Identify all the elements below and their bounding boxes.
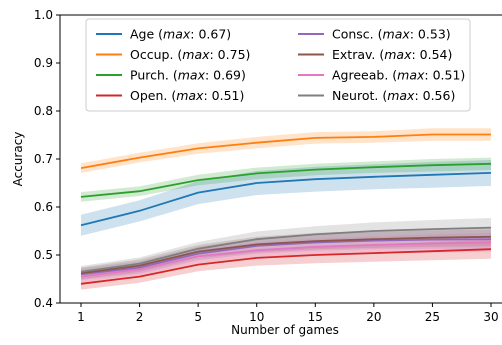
line-open — [80, 248, 492, 285]
legend-label-purch: Purch. (max: 0.69) — [130, 68, 246, 83]
y-tick-label: 0.4 — [34, 296, 53, 310]
band-occup — [81, 128, 491, 173]
y-axis-label: Accuracy — [11, 132, 25, 187]
x-tick-label: 25 — [425, 310, 440, 324]
line-age — [80, 172, 492, 227]
y-tick-label: 1.0 — [34, 8, 53, 22]
legend-label-age: Age (max: 0.67) — [130, 27, 231, 42]
y-tick-label: 0.7 — [34, 152, 53, 166]
y-tick-label: 0.5 — [34, 248, 53, 262]
series-lines — [80, 133, 492, 285]
x-tick-label: 1 — [77, 310, 85, 324]
y-axis: 0.4 0.5 0.6 0.7 0.8 0.9 1.0 — [34, 8, 60, 310]
line-purch — [80, 162, 492, 198]
legend-label-agreeab: Agreeab. (max: 0.51) — [332, 68, 465, 83]
line-extrav — [80, 235, 492, 275]
x-tick-label: 2 — [136, 310, 144, 324]
x-tick-label: 20 — [366, 310, 381, 324]
line-consc — [80, 238, 492, 276]
line-agreeab — [80, 241, 492, 278]
legend-label-occup: Occup. (max: 0.75) — [130, 47, 250, 62]
y-tick-label: 0.8 — [34, 104, 53, 118]
x-axis: 1 2 5 10 15 20 25 30 — [77, 303, 499, 324]
band-consc — [81, 229, 491, 280]
x-tick-label: 5 — [194, 310, 202, 324]
y-tick-label: 0.9 — [34, 56, 53, 70]
legend-label-neurot: Neurot. (max: 0.56) — [332, 88, 455, 103]
band-age — [81, 160, 491, 236]
x-tick-label: 30 — [483, 310, 498, 324]
x-tick-label: 10 — [249, 310, 264, 324]
legend: Age (max: 0.67) Occup. (max: 0.75) Purch. … — [85, 18, 471, 112]
band-purch — [81, 157, 491, 202]
line-occup — [80, 133, 491, 169]
legend-label-consc: Consc. (max: 0.53) — [332, 27, 451, 42]
band-neurot — [81, 218, 491, 278]
x-tick-label: 15 — [308, 310, 323, 324]
y-tick-label: 0.6 — [34, 200, 53, 214]
legend-box — [85, 18, 471, 112]
line-neurot — [80, 226, 492, 273]
legend-label-extrav: Extrav. (max: 0.54) — [332, 47, 452, 62]
legend-label-open: Open. (max: 0.51) — [130, 88, 244, 103]
x-axis-label: Number of games — [231, 323, 339, 337]
